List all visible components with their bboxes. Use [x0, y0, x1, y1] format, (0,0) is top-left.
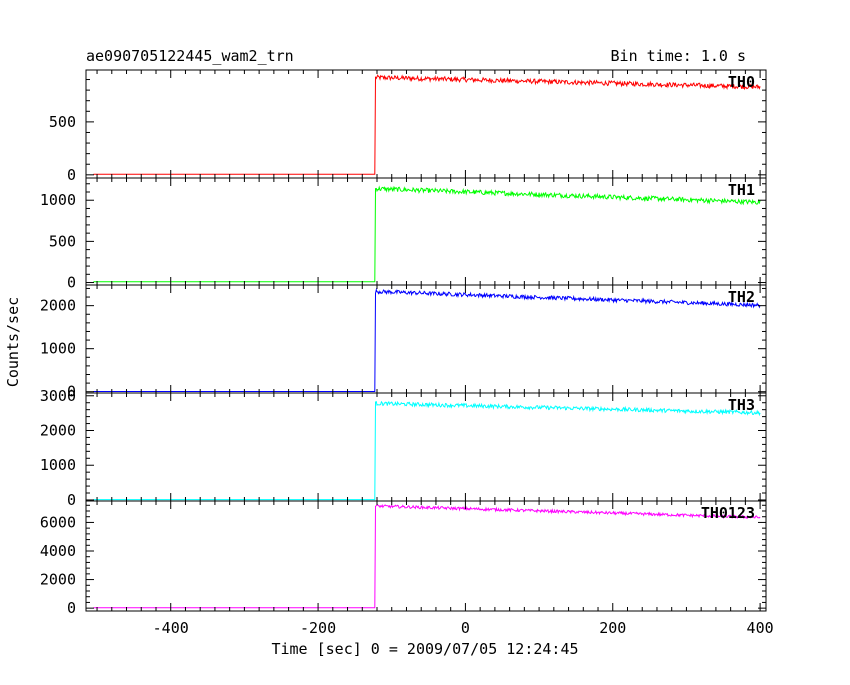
y-tick-label: 0 [67, 491, 76, 509]
y-tick-label: 2000 [40, 571, 76, 589]
x-axis-label: Time [sec] 0 = 2009/07/05 12:24:45 [271, 640, 578, 658]
panel-frame [85, 177, 767, 286]
y-tick-label: 1000 [40, 456, 76, 474]
y-tick-label: 500 [49, 113, 76, 131]
y-tick-label: 1000 [40, 340, 76, 358]
y-tick-label: 2000 [40, 422, 76, 440]
series-label-th3: TH3 [728, 396, 755, 414]
x-tick-label: 0 [461, 619, 470, 637]
panel-th3: 0 1000 2000 3000 TH3 [40, 387, 767, 509]
panel-th0123: 0 2000 4000 6000 TH0123 [40, 500, 767, 617]
panel-frame [85, 69, 767, 179]
x-tick-label: 200 [599, 619, 626, 637]
x-tick-label: -400 [153, 619, 189, 637]
y-tick-label: 0 [67, 383, 76, 401]
panel-th1: 0 500 1000 TH1 [40, 177, 767, 292]
y-tick-label: 1000 [40, 191, 76, 209]
y-tick-label: 0 [67, 599, 76, 617]
panel-th2: 0 1000 2000 TH2 [40, 284, 767, 401]
series-th2 [93, 288, 761, 392]
y-axis-label: Counts/sec [4, 297, 22, 387]
series-label-th2: TH2 [728, 288, 755, 306]
y-tick-label: 6000 [40, 513, 76, 531]
y-tick-label: 0 [67, 274, 76, 292]
series-th1 [93, 185, 761, 283]
series-label-th0123: TH0123 [701, 504, 755, 522]
series-label-th1: TH1 [728, 181, 755, 199]
y-tick-label: 0 [67, 166, 76, 184]
y-tick-label: 4000 [40, 542, 76, 560]
series-th3 [93, 400, 761, 501]
x-tick-label: -200 [300, 619, 336, 637]
panel-th0: 0 500 TH0 [49, 69, 767, 184]
x-tick-label: 400 [747, 619, 774, 637]
bin-time-label: Bin time: 1.0 s [611, 47, 746, 65]
series-th0 [93, 74, 761, 175]
y-tick-label: 500 [49, 232, 76, 250]
panel-frame [85, 500, 767, 612]
chart-title: ae090705122445_wam2_trn [86, 47, 294, 65]
y-tick-label: 2000 [40, 297, 76, 315]
series-th0123 [93, 504, 761, 609]
y-tick-label: 3000 [40, 387, 76, 405]
series-label-th0: TH0 [728, 73, 755, 91]
